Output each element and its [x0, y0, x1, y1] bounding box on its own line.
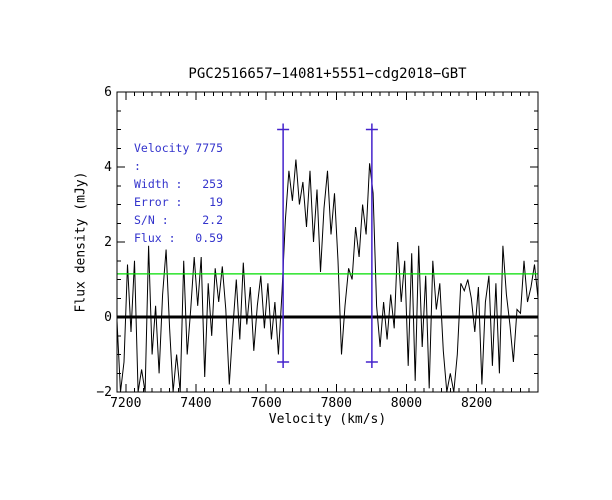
x-axis-label: Velocity (km/s) [268, 412, 387, 427]
annotation-label: S/N : [134, 213, 169, 227]
annotation-row-sn: S/N : 2.2 [134, 211, 223, 229]
annotation-value: 7775 [195, 141, 223, 155]
y-tick-label: 2 [104, 235, 112, 250]
x-tick-label: 7200 [110, 396, 141, 411]
x-tick-label: 7800 [321, 396, 352, 411]
y-tick-label: 0 [104, 310, 112, 325]
annotation-row-width: Width : 253 [134, 175, 223, 193]
y-tick-label: 6 [104, 85, 112, 100]
x-tick-label: 7400 [180, 396, 211, 411]
annotation-value: 0.59 [195, 231, 223, 245]
annotation-label: Error : [134, 195, 183, 209]
annotation-row-flux: Flux : 0.59 [134, 229, 223, 247]
annotation-row-error: Error : 19 [134, 193, 223, 211]
annotations-block: Velocity : 7775 Width : 253 Error : 19 S… [134, 139, 223, 247]
annotation-value: 253 [202, 177, 223, 191]
annotation-value: 19 [209, 195, 223, 209]
spectrum-trace [116, 159, 539, 393]
x-tick-label: 8000 [391, 396, 422, 411]
annotation-label: Velocity : [134, 141, 190, 173]
x-tick-label: 8200 [461, 396, 492, 411]
annotation-label: Width : [134, 177, 183, 191]
plot-border [116, 91, 539, 393]
annotation-label: Flux : [134, 231, 176, 245]
annotation-row-velocity: Velocity : 7775 [134, 139, 223, 175]
plot-title: PGC2516657−14081+5551−cdg2018−GBT [188, 66, 467, 82]
annotation-value: 2.2 [202, 213, 223, 227]
x-tick-label: 7600 [250, 396, 281, 411]
y-tick-label: −2 [96, 385, 112, 400]
y-tick-label: 4 [104, 160, 112, 175]
